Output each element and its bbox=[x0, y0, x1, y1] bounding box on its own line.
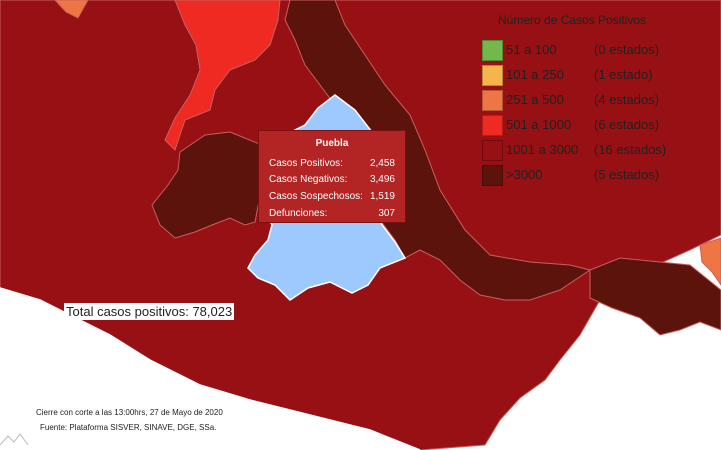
legend-item[interactable]: 251 a 500 (4 estados) bbox=[482, 89, 712, 114]
legend-count: (6 estados) bbox=[594, 117, 660, 132]
legend-count: (5 estados) bbox=[594, 167, 660, 182]
tooltip-value: 1,519 bbox=[369, 191, 395, 202]
legend-item[interactable]: >3000 (5 estados) bbox=[482, 164, 712, 189]
tooltip-label: Casos Positivos: bbox=[269, 158, 343, 169]
legend-item[interactable]: 101 a 250 (1 estado) bbox=[482, 64, 712, 89]
legend-swatch bbox=[482, 140, 503, 161]
legend-count: (1 estado) bbox=[594, 67, 653, 82]
legend-range: 501 a 1000 bbox=[506, 117, 572, 132]
state-region-red-north[interactable] bbox=[164, 0, 281, 151]
legend-range: >3000 bbox=[506, 167, 543, 182]
legend-count: (16 estados) bbox=[594, 142, 667, 157]
state-region-orange-top[interactable] bbox=[54, 0, 89, 19]
legend-range: 101 a 250 bbox=[506, 67, 564, 82]
footer-source: Fuente: Plataforma SISVER, SINAVE, DGE, … bbox=[40, 423, 217, 432]
state-tooltip: Puebla Casos Positivos: 2,458 Casos Nega… bbox=[258, 130, 406, 223]
state-region-orange-right[interactable] bbox=[699, 237, 721, 286]
footer-cutoff: Cierre con corte a las 13:00hrs, 27 de M… bbox=[36, 408, 223, 417]
legend-count: (4 estados) bbox=[594, 92, 660, 107]
tooltip-label: Casos Sospechosos: bbox=[269, 191, 363, 202]
legend-item[interactable]: 51 a 100 (0 estados) bbox=[482, 39, 712, 64]
total-cases-label: Total casos positivos: 78,023 bbox=[64, 303, 235, 320]
tooltip-value: 307 bbox=[378, 208, 395, 219]
legend-title: Número de Casos Positivos bbox=[498, 13, 647, 27]
tooltip-label: Casos Negativos: bbox=[269, 174, 348, 185]
coastline bbox=[0, 287, 421, 450]
legend-swatch bbox=[482, 165, 503, 186]
tooltip-value: 3,496 bbox=[369, 174, 395, 185]
legend-range: 51 a 100 bbox=[506, 42, 557, 57]
legend-item[interactable]: 501 a 1000 (6 estados) bbox=[482, 114, 712, 139]
legend-swatch bbox=[482, 65, 503, 86]
legend-range: 251 a 500 bbox=[506, 92, 564, 107]
legend-range: 1001 a 3000 bbox=[506, 142, 579, 157]
tooltip-value: 2,458 bbox=[369, 158, 395, 169]
legend-count: (0 estados) bbox=[594, 42, 660, 57]
legend-swatch bbox=[482, 115, 503, 136]
legend: Número de Casos Positivos 51 a 100 (0 es… bbox=[482, 8, 712, 189]
legend-item[interactable]: 1001 a 3000 (16 estados) bbox=[482, 139, 712, 164]
legend-swatch bbox=[482, 40, 503, 61]
tooltip-title: Puebla bbox=[315, 138, 349, 149]
legend-swatch bbox=[482, 90, 503, 111]
state-region-tabasco[interactable] bbox=[589, 257, 721, 336]
tooltip-label: Defunciones: bbox=[269, 208, 328, 219]
state-region-mexico-city[interactable] bbox=[151, 131, 263, 239]
mountain-icon bbox=[0, 433, 29, 446]
